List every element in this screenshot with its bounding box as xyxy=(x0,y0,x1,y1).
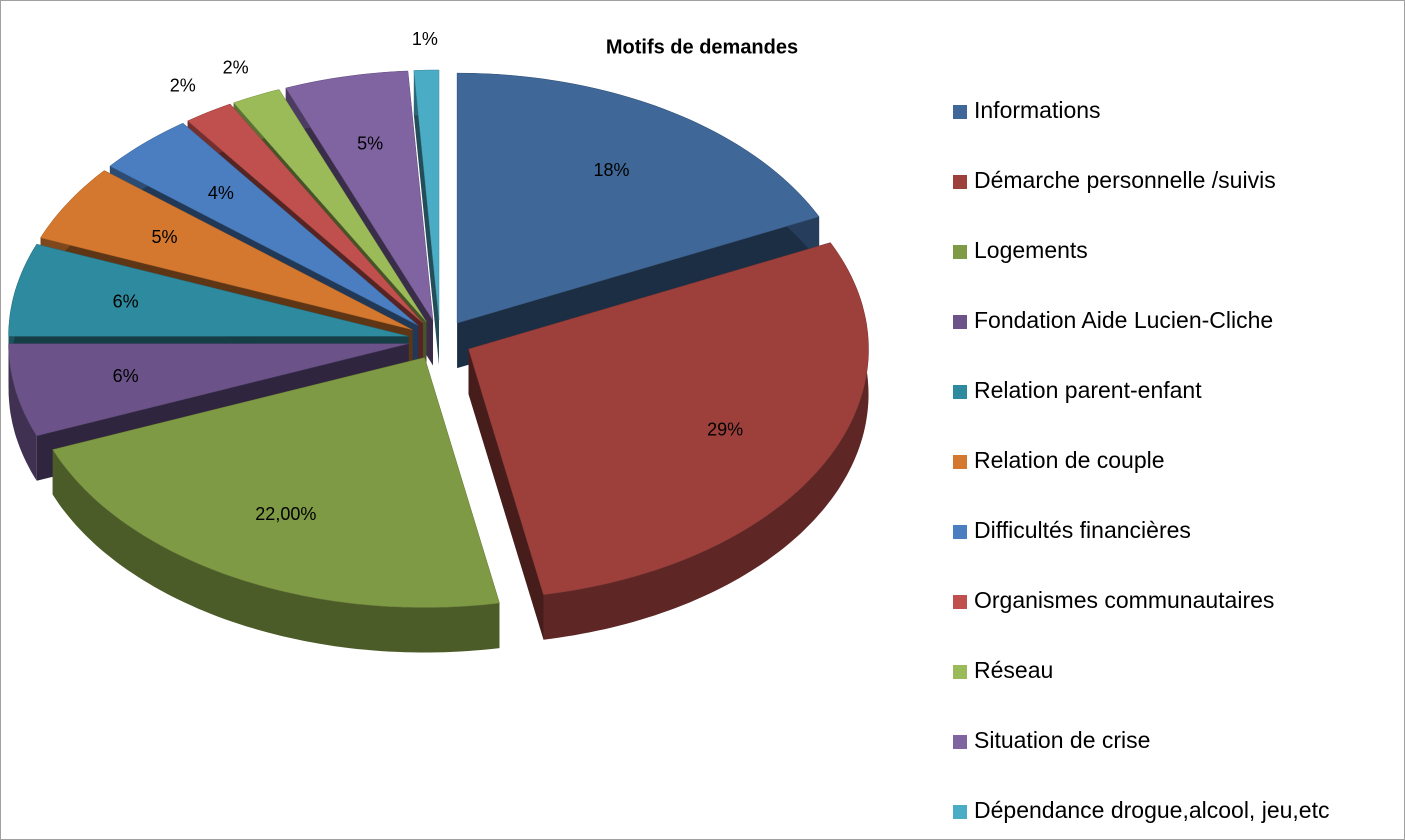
slice xyxy=(413,69,440,365)
slice xyxy=(40,170,413,331)
data-label: 6% xyxy=(113,366,139,386)
legend-label: Informations xyxy=(974,97,1101,123)
slice-side xyxy=(8,343,37,481)
slice xyxy=(109,122,419,326)
legend-label: Dépendance drogue,alcool, jeu,etc xyxy=(974,797,1329,823)
legend-swatch xyxy=(953,525,967,539)
data-label: 1% xyxy=(412,29,438,49)
slice xyxy=(233,89,427,323)
slice-wall xyxy=(413,70,439,365)
legend-swatch xyxy=(953,385,967,399)
legend-label: Réseau xyxy=(974,657,1053,683)
data-label: 5% xyxy=(152,227,178,247)
slice xyxy=(468,242,869,640)
slice-side xyxy=(543,242,869,640)
legend-label: Logements xyxy=(974,237,1088,263)
legend-swatch xyxy=(953,455,967,469)
data-label: 2% xyxy=(223,57,249,77)
slice xyxy=(52,357,500,653)
slice-side xyxy=(52,449,500,653)
legend-label: Situation de crise xyxy=(974,727,1150,753)
legend-label: Organismes communautaires xyxy=(974,587,1274,613)
slice xyxy=(468,242,869,595)
slice xyxy=(456,72,820,324)
data-label: 6% xyxy=(113,291,139,311)
slice xyxy=(8,243,409,337)
legend-swatch xyxy=(953,735,967,749)
slice xyxy=(52,357,500,608)
legend-swatch xyxy=(953,105,967,119)
legend-label: Difficultés financières xyxy=(974,517,1191,543)
slice xyxy=(187,103,424,324)
legend-swatch xyxy=(953,595,967,609)
legend-label: Démarche personnelle /suivis xyxy=(974,167,1276,193)
legend-swatch xyxy=(953,665,967,679)
legend-label: Relation de couple xyxy=(974,447,1165,473)
data-label: 4% xyxy=(208,183,234,203)
legend-swatch xyxy=(953,245,967,259)
data-label: 2% xyxy=(170,75,196,95)
legend-swatch xyxy=(953,805,967,819)
data-label: 18% xyxy=(593,160,629,180)
chart-title: Motifs de demandes xyxy=(606,36,798,58)
slice xyxy=(8,343,409,437)
slice-wall xyxy=(468,349,544,640)
slice xyxy=(285,70,434,321)
legend-label: Relation parent-enfant xyxy=(974,377,1202,403)
legend-swatch xyxy=(953,175,967,189)
slice xyxy=(413,69,440,321)
data-label: 5% xyxy=(357,134,383,154)
data-label: 29% xyxy=(707,420,743,440)
legend-swatch xyxy=(953,315,967,329)
legend-label: Fondation Aide Lucien-Cliche xyxy=(974,307,1273,333)
data-label: 22,00% xyxy=(255,504,316,524)
